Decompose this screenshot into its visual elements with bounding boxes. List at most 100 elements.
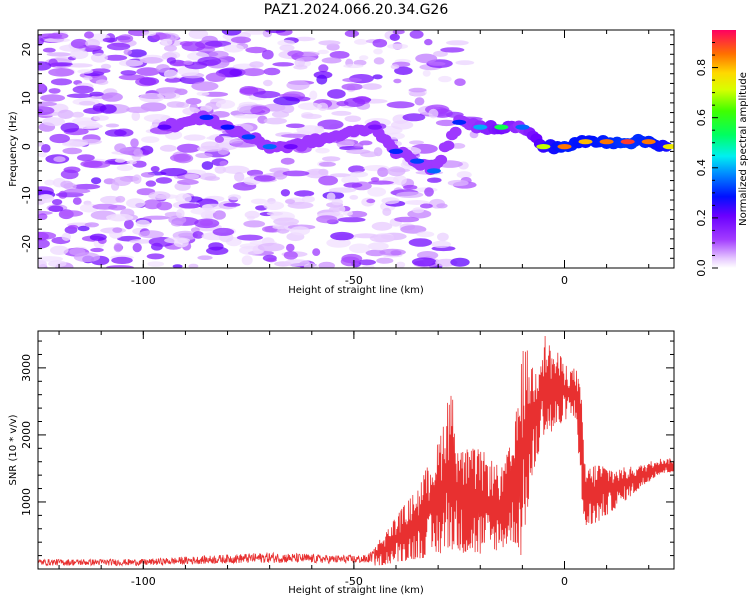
heatmap-noise-cell: [301, 195, 315, 203]
heatmap-noise-cell: [393, 175, 407, 186]
heatmap-noise-cell: [371, 221, 393, 231]
heatmap-noise-cell: [293, 36, 316, 42]
heatmap-noise-cell: [257, 242, 285, 252]
heatmap-noise-cell: [136, 67, 161, 76]
heatmap-noise-cell: [343, 182, 363, 188]
heatmap-noise-cell: [100, 195, 121, 204]
heatmap-noise-cell: [49, 133, 70, 144]
heatmap-noise-cell: [105, 123, 120, 128]
heatmap-noise-cell: [116, 164, 134, 172]
heatmap-noise-cell: [331, 110, 352, 116]
heatmap-noise-cell: [253, 90, 281, 99]
snr-ylabel: SNR (10 * v/v): [8, 414, 19, 485]
heatmap-noise-cell: [408, 238, 433, 247]
heatmap-noise-cell: [67, 224, 79, 230]
x-tick-label: -50: [345, 575, 363, 588]
heatmap-noise-cell: [132, 174, 142, 184]
heatmap-noise-cell: [272, 225, 288, 230]
heatmap-noise-cell: [47, 32, 69, 40]
spectrogram-ylabel: Frequency (Hz): [8, 111, 19, 187]
colorbar-tick-label: 0.4: [695, 159, 708, 177]
heatmap-noise-cell: [141, 136, 160, 144]
heatmap-noise-cell: [424, 187, 434, 197]
heatmap-noise-cell: [140, 172, 155, 178]
heatmap-noise-cell: [131, 111, 141, 122]
heatmap-noise-cell: [44, 37, 71, 43]
heatmap-noise-cell: [146, 253, 165, 260]
heatmap-noise-cell: [191, 81, 219, 91]
heatmap-noise-cell: [317, 49, 330, 55]
heatmap-noise-cell: [328, 187, 357, 193]
heatmap-noise-cell: [369, 234, 396, 243]
heatmap-noise-cell: [328, 206, 342, 213]
heatmap-noise-cell: [377, 167, 389, 178]
heatmap-noise-cell: [344, 115, 362, 123]
heatmap-noise-cell: [367, 242, 389, 251]
heatmap-noise-cell: [138, 230, 164, 239]
heatmap-noise-cell: [114, 143, 126, 153]
heatmap-noise-cell: [327, 89, 346, 99]
heatmap-noise-cell: [436, 203, 448, 209]
heatmap-noise-cell: [357, 259, 376, 266]
heatmap-noise-cell: [176, 143, 201, 153]
heatmap-noise-cell: [89, 233, 107, 241]
heatmap-noise-cell: [265, 257, 277, 263]
heatmap-ridge-peak: [515, 124, 530, 130]
heatmap-noise-cell: [331, 198, 343, 206]
heatmap-noise-cell: [422, 69, 431, 77]
heatmap-noise-cell: [284, 199, 296, 204]
heatmap-noise-cell: [173, 238, 189, 248]
heatmap-noise-cell: [427, 177, 442, 183]
heatmap-noise-cell: [348, 165, 366, 174]
heatmap-noise-cell: [69, 247, 86, 256]
heatmap-noise-cell: [104, 129, 127, 137]
heatmap-noise-cell: [318, 175, 338, 186]
heatmap-noise-cell: [402, 113, 426, 122]
heatmap-noise-cell: [428, 61, 446, 66]
colorbar-tick-label: 0.6: [695, 109, 708, 127]
heatmap-noise-cell: [101, 92, 123, 102]
heatmap-noise-cell: [133, 148, 143, 157]
heatmap-noise-cell: [201, 161, 214, 170]
heatmap-ridge-halo: [449, 126, 462, 137]
heatmap-noise-cell: [245, 46, 267, 54]
heatmap-noise-cell: [63, 166, 81, 174]
heatmap-ridge-peak: [262, 144, 277, 150]
heatmap-noise-cell: [362, 264, 375, 268]
heatmap-noise-cell: [447, 179, 469, 187]
heatmap-noise-cell: [164, 44, 177, 52]
heatmap-noise-cell: [112, 227, 123, 233]
heatmap-noise-cell: [261, 49, 274, 60]
heatmap-ridge-peak: [536, 144, 551, 150]
snr-xlabel: Height of straight line (km): [288, 585, 424, 596]
heatmap-noise-cell: [117, 34, 134, 43]
heatmap-noise-cell: [393, 78, 402, 84]
heatmap-noise-cell: [214, 165, 226, 174]
heatmap-noise-cell: [454, 78, 466, 86]
heatmap-noise-cell: [102, 37, 118, 43]
heatmap-noise-cell: [50, 78, 73, 86]
heatmap-noise-cell: [129, 239, 155, 244]
heatmap-noise-cell: [287, 50, 304, 57]
heatmap-noise-cell: [118, 59, 144, 67]
spectrogram-ticks: -100 -50 0 20 10 0 -10 -20: [20, 30, 674, 287]
heatmap-noise-cell: [130, 138, 139, 148]
heatmap-noise-cell: [141, 57, 163, 64]
heatmap-noise-cell: [161, 38, 173, 46]
colorbar-label: Normalized spectral amplitude: [738, 72, 749, 226]
heatmap-noise-cell: [273, 96, 300, 106]
figure-title: PAZ1.2024.066.20.34.G26: [264, 2, 449, 18]
heatmap-noise-cell: [241, 68, 265, 77]
heatmap-noise-cell: [290, 226, 310, 236]
heatmap-ridge-peak: [620, 139, 635, 145]
heatmap-noise-cell: [77, 225, 90, 232]
snr-panel: -100 -50 0 1000 2000 3000 Height of straight …: [8, 330, 675, 596]
heatmap-noise-cell: [208, 242, 224, 251]
heatmap-noise-cell: [40, 94, 66, 102]
heatmap-noise-cell: [77, 154, 95, 162]
heatmap-noise-cell: [41, 144, 51, 153]
heatmap-noise-cell: [354, 39, 368, 45]
heatmap-noise-cell: [390, 64, 400, 70]
heatmap-noise-cell: [253, 175, 276, 182]
heatmap-noise-cell: [223, 202, 241, 207]
